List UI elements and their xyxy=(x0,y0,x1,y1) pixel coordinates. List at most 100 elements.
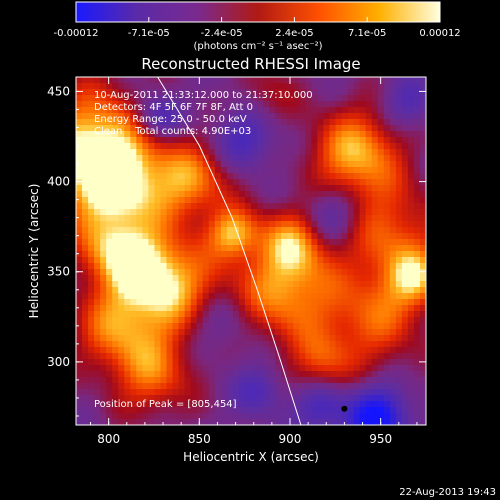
heatmap-cell xyxy=(407,293,415,300)
heatmap-cell xyxy=(257,419,264,425)
heatmap-cell xyxy=(136,257,143,264)
heatmap-cell xyxy=(359,227,367,234)
heatmap-cell xyxy=(190,101,198,108)
heatmap-cell xyxy=(124,107,131,114)
heatmap-cell xyxy=(76,353,83,360)
heatmap-cell xyxy=(263,215,270,222)
heatmap-cell xyxy=(371,311,379,318)
heatmap-cell xyxy=(299,131,306,138)
heatmap-cell xyxy=(257,257,264,264)
heatmap-cell xyxy=(257,125,264,132)
heatmap-cell xyxy=(263,269,270,276)
heatmap-cell xyxy=(275,365,282,372)
heatmap-cell xyxy=(407,347,415,354)
heatmap-cell xyxy=(142,197,149,204)
heatmap-cell xyxy=(317,365,324,372)
heatmap-cell xyxy=(106,95,113,102)
heatmap-cell xyxy=(88,263,95,270)
heatmap-cell xyxy=(293,89,300,96)
heatmap-cell xyxy=(389,95,397,102)
heatmap-cell xyxy=(281,275,288,282)
heatmap-cell xyxy=(299,221,306,228)
heatmap-cell xyxy=(94,197,101,204)
heatmap-cell xyxy=(323,335,330,342)
heatmap-cell xyxy=(335,353,342,360)
heatmap-cell xyxy=(238,137,246,144)
heatmap-cell xyxy=(347,251,354,258)
heatmap-cell xyxy=(232,239,240,246)
heatmap-cell xyxy=(323,383,330,390)
heatmap-cell xyxy=(220,365,228,372)
heatmap-cell xyxy=(184,197,192,204)
heatmap-cell xyxy=(413,299,421,306)
heatmap-cell xyxy=(353,191,361,198)
heatmap-cell xyxy=(293,107,300,114)
heatmap-cell xyxy=(124,329,131,336)
heatmap-cell xyxy=(371,419,379,425)
heatmap-cell xyxy=(335,257,342,264)
heatmap-cell xyxy=(220,359,228,366)
heatmap-cell xyxy=(275,155,282,162)
heatmap-cell xyxy=(269,119,276,126)
heatmap-cell xyxy=(208,269,216,276)
heatmap-cell xyxy=(208,161,216,168)
heatmap-cell xyxy=(172,383,179,390)
heatmap-cell xyxy=(100,101,107,108)
heatmap-cell xyxy=(359,143,367,150)
heatmap-cell xyxy=(263,245,270,252)
heatmap-cell xyxy=(88,311,95,318)
heatmap-cell xyxy=(214,395,222,402)
heatmap-cell xyxy=(269,395,276,402)
heatmap-cell xyxy=(329,89,336,96)
heatmap-cell xyxy=(196,371,204,378)
heatmap-cell xyxy=(347,155,354,162)
heatmap-cell xyxy=(136,233,143,240)
heatmap-cell xyxy=(166,329,173,336)
heatmap-cell xyxy=(106,365,113,372)
heatmap-cell xyxy=(214,347,222,354)
heatmap-cell xyxy=(377,125,385,132)
heatmap-cell xyxy=(106,167,113,174)
heatmap-cell xyxy=(220,101,228,108)
heatmap-cell xyxy=(263,101,270,108)
heatmap-cell xyxy=(82,299,89,306)
heatmap-cell xyxy=(130,413,137,420)
heatmap-cell xyxy=(124,383,131,390)
heatmap-cell xyxy=(238,185,246,192)
heatmap-cell xyxy=(208,173,216,180)
heatmap-cell xyxy=(238,221,246,228)
heatmap-cell xyxy=(172,419,179,425)
heatmap-cell xyxy=(172,143,179,150)
heatmap-cell xyxy=(178,215,186,222)
heatmap-cell xyxy=(142,89,149,96)
heatmap-cell xyxy=(166,125,173,132)
heatmap-cell xyxy=(106,341,113,348)
heatmap-cell xyxy=(305,101,312,108)
heatmap-cell xyxy=(94,341,101,348)
heatmap-cell xyxy=(118,149,125,156)
heatmap-cell xyxy=(178,335,186,342)
heatmap-cell xyxy=(389,263,397,270)
heatmap-cell xyxy=(244,155,252,162)
heatmap-cell xyxy=(220,155,228,162)
colorbar-tick-label: 2.4e-05 xyxy=(275,28,313,39)
heatmap-cell xyxy=(317,215,324,222)
heatmap-cell xyxy=(329,221,336,228)
heatmap-cell xyxy=(196,173,204,180)
heatmap-cell xyxy=(184,329,192,336)
heatmap-cell xyxy=(335,77,342,84)
heatmap-cell xyxy=(118,215,125,222)
heatmap-cell xyxy=(136,113,143,120)
heatmap-cell xyxy=(269,413,276,420)
heatmap-cell xyxy=(395,77,403,84)
heatmap-cell xyxy=(353,365,361,372)
heatmap-cell xyxy=(88,347,95,354)
heatmap-cell xyxy=(124,227,131,234)
heatmap-cell xyxy=(76,77,83,84)
heatmap-cell xyxy=(323,407,330,414)
heatmap-cell xyxy=(359,311,367,318)
heatmap-cell xyxy=(208,281,216,288)
heatmap-cell xyxy=(88,323,95,330)
heatmap-cell xyxy=(220,329,228,336)
heatmap-cell xyxy=(371,371,379,378)
